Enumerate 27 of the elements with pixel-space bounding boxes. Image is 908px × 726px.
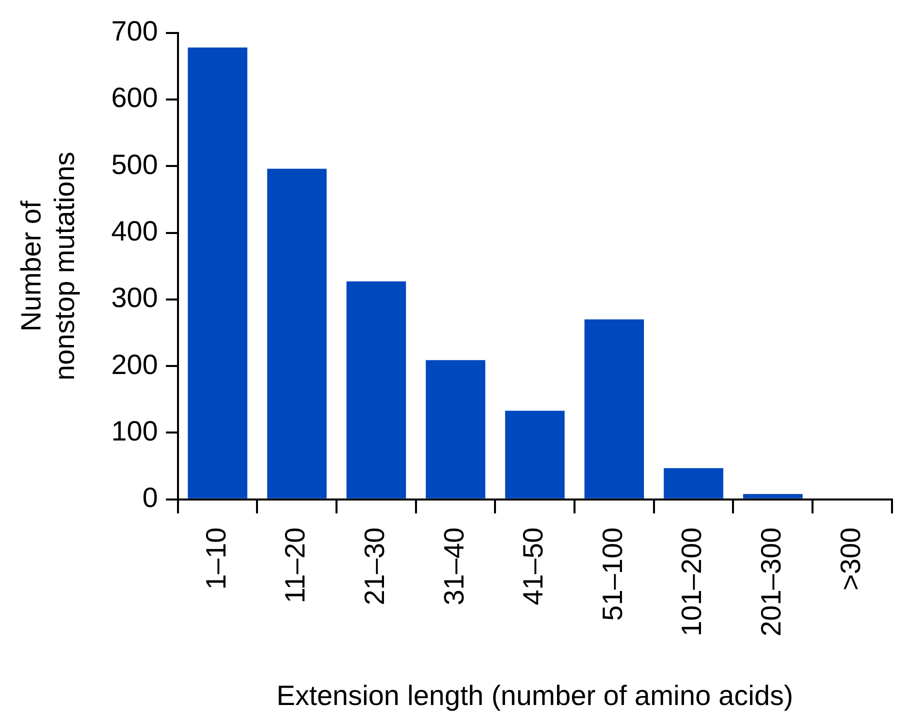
- bar: [346, 281, 406, 498]
- x-tick-label: 11–20: [280, 527, 311, 604]
- y-tick-label: 100: [111, 415, 158, 446]
- y-tick-label: 400: [111, 215, 158, 246]
- y-tick-label: 500: [111, 148, 158, 180]
- bar: [188, 47, 248, 498]
- bar: [584, 319, 644, 498]
- y-tick-label: 0: [142, 482, 158, 514]
- x-tick-label: 21–30: [358, 527, 390, 606]
- y-tick-label: 700: [111, 16, 158, 47]
- x-tick-label: 31–40: [438, 527, 470, 606]
- x-tick-label: 1–10: [200, 527, 232, 590]
- x-axis-title: Extension length (number of amino acids): [276, 680, 794, 711]
- x-tick-label: 201–300: [756, 527, 787, 636]
- bar: [505, 410, 565, 498]
- y-axis-title: Number of nonstop mutations: [16, 152, 80, 381]
- bar: [267, 168, 327, 498]
- x-tick-label: 51–100: [596, 527, 628, 621]
- y-tick-label: 200: [111, 348, 158, 380]
- y-tick-label: 300: [111, 282, 158, 314]
- bar: [664, 468, 724, 498]
- x-tick-label: >300: [834, 527, 866, 590]
- bar: [426, 360, 486, 498]
- y-tick-label: 600: [111, 82, 158, 114]
- bar: [743, 494, 803, 498]
- x-tick-label: 41–50: [518, 527, 549, 606]
- x-tick-label: 101–200: [676, 527, 708, 636]
